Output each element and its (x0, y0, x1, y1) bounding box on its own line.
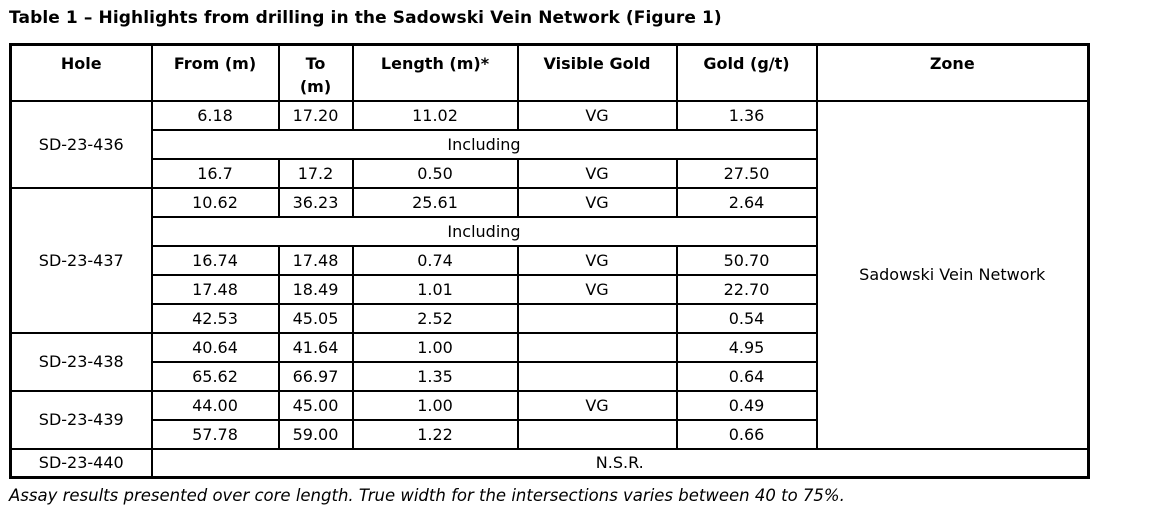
cell-to: 45.05 (277, 302, 354, 334)
cell-visible-gold (516, 360, 678, 392)
cell-length: 1.22 (351, 418, 519, 450)
cell-visible-gold: VG (516, 244, 678, 276)
cell-visible-gold: VG (516, 99, 678, 131)
hole-id-cell: SD-23-440 (9, 447, 153, 479)
cell-from: 10.62 (150, 186, 280, 218)
cell-gold: 1.36 (675, 99, 818, 131)
table-row: Including (11, 215, 1089, 247)
cell-from: 16.7 (150, 157, 280, 189)
including-cell: Including (150, 128, 818, 160)
table-row: SD-23-438 40.64 41.64 1.00 4.95 (9, 331, 1089, 392)
cell-from: 16.74 (150, 244, 280, 276)
table-row: SD-23-440 N.S.R. (9, 447, 1090, 479)
cell-visible-gold (516, 302, 678, 334)
cell-to: 18.49 (277, 273, 354, 305)
nsr-cell: N.S.R. (150, 447, 1090, 479)
cell-visible-gold: VG (516, 157, 678, 189)
assay-footnote: Assay results presented over core length… (9, 486, 845, 505)
cell-to: 41.64 (277, 331, 354, 363)
cell-from: 6.18 (150, 99, 280, 131)
cell-gold: 22.70 (675, 273, 818, 305)
cell-from: 40.64 (150, 331, 280, 363)
cell-to: 45.00 (277, 389, 354, 421)
header-zone: Zone (815, 43, 1090, 102)
header-visible-gold: Visible Gold (516, 43, 678, 102)
table-row: 42.53 45.05 2.52 0.54 (11, 302, 1089, 334)
cell-length: 2.52 (351, 302, 519, 334)
table-row: 16.7 17.2 0.50 VG 27.50 (11, 157, 1089, 189)
table-row: 17.48 18.49 1.01 VG 22.70 (11, 273, 1089, 305)
cell-length: 0.74 (351, 244, 519, 276)
cell-visible-gold: VG (516, 273, 678, 305)
header-hole: Hole (9, 43, 153, 102)
cell-from: 42.53 (150, 302, 280, 334)
table-row: 57.78 59.00 1.22 0.66 (11, 418, 1089, 450)
cell-gold: 0.64 (675, 360, 818, 392)
table-row: SD-23-436 6.18 17.20 11.02 VG 1.36 Sadow… (9, 99, 1090, 450)
table-row: Including (11, 128, 1089, 160)
table-row: SD-23-437 10.62 36.23 25.61 VG 2.64 (9, 186, 1089, 334)
cell-visible-gold: VG (516, 186, 678, 218)
table-row: 65.62 66.97 1.35 0.64 (11, 360, 1089, 392)
cell-to: 36.23 (277, 186, 354, 218)
header-to-line1: To (305, 54, 326, 73)
header-to-line2: (m) (299, 77, 332, 97)
hole-id-cell: SD-23-438 (9, 331, 153, 392)
cell-length: 1.35 (351, 360, 519, 392)
cell-length: 1.00 (351, 389, 519, 421)
cell-visible-gold: VG (516, 389, 678, 421)
cell-length: 25.61 (351, 186, 519, 218)
cell-from: 44.00 (150, 389, 280, 421)
cell-gold: 0.49 (675, 389, 818, 421)
header-to: To (m) (277, 43, 354, 102)
cell-length: 11.02 (351, 99, 519, 131)
header-row: Hole From (m) To (m) Length (m)* Visible… (9, 43, 1090, 102)
cell-to: 59.00 (277, 418, 354, 450)
hole-id-cell: SD-23-436 (9, 99, 153, 189)
cell-from: 57.78 (150, 418, 280, 450)
hole-id-cell: SD-23-439 (9, 389, 153, 450)
table-title: Table 1 – Highlights from drilling in th… (9, 8, 722, 28)
header-length: Length (m)* (351, 43, 519, 102)
cell-gold: 2.64 (675, 186, 818, 218)
cell-length: 1.00 (351, 331, 519, 363)
header-from: From (m) (150, 43, 280, 102)
including-cell: Including (150, 215, 818, 247)
cell-visible-gold (516, 331, 678, 363)
cell-gold: 0.54 (675, 302, 818, 334)
cell-gold: 0.66 (675, 418, 818, 450)
drill-results-table: Hole From (m) To (m) Length (m)* Visible… (9, 43, 1090, 479)
cell-gold: 50.70 (675, 244, 818, 276)
table-row: 16.74 17.48 0.74 VG 50.70 (11, 244, 1089, 276)
cell-gold: 4.95 (675, 331, 818, 363)
hole-id-cell: SD-23-437 (9, 186, 153, 334)
cell-to: 17.2 (277, 157, 354, 189)
cell-visible-gold (516, 418, 678, 450)
zone-cell: Sadowski Vein Network (815, 99, 1090, 450)
cell-length: 0.50 (351, 157, 519, 189)
cell-length: 1.01 (351, 273, 519, 305)
cell-gold: 27.50 (675, 157, 818, 189)
header-gold: Gold (g/t) (675, 43, 818, 102)
table-row: SD-23-439 44.00 45.00 1.00 VG 0.49 (9, 389, 1089, 450)
cell-to: 66.97 (277, 360, 354, 392)
cell-from: 65.62 (150, 360, 280, 392)
cell-to: 17.20 (277, 99, 354, 131)
cell-from: 17.48 (150, 273, 280, 305)
cell-to: 17.48 (277, 244, 354, 276)
